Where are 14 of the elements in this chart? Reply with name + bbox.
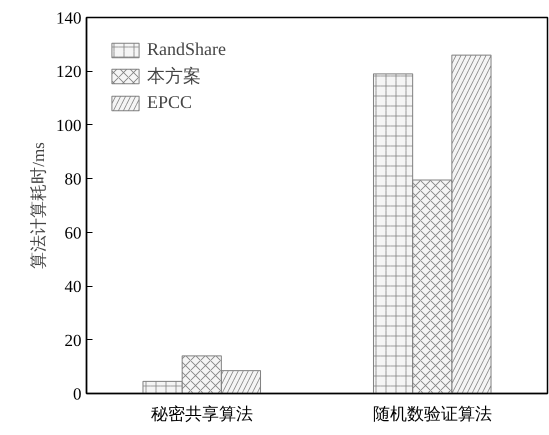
legend-label: EPCC — [147, 92, 192, 113]
y-tick-label: 40 — [64, 277, 82, 296]
y-tick-label: 20 — [64, 330, 82, 350]
y-tick-label: 120 — [56, 62, 82, 82]
y-tick-label: 80 — [64, 170, 82, 189]
y-tick-label: 0 — [73, 384, 82, 404]
y-axis-title: 算法计算耗时/ms — [29, 142, 48, 269]
y-tick-label: 100 — [56, 116, 82, 135]
y-tick-label: 60 — [64, 223, 82, 242]
y-tick-label: 140 — [56, 8, 82, 28]
x-tick-label: 随机数验证算法 — [372, 404, 492, 424]
legend-label: 本方案 — [147, 65, 201, 88]
legend-label: RandShare — [147, 39, 226, 60]
x-tick-label: 秘密共享算法 — [150, 404, 253, 424]
